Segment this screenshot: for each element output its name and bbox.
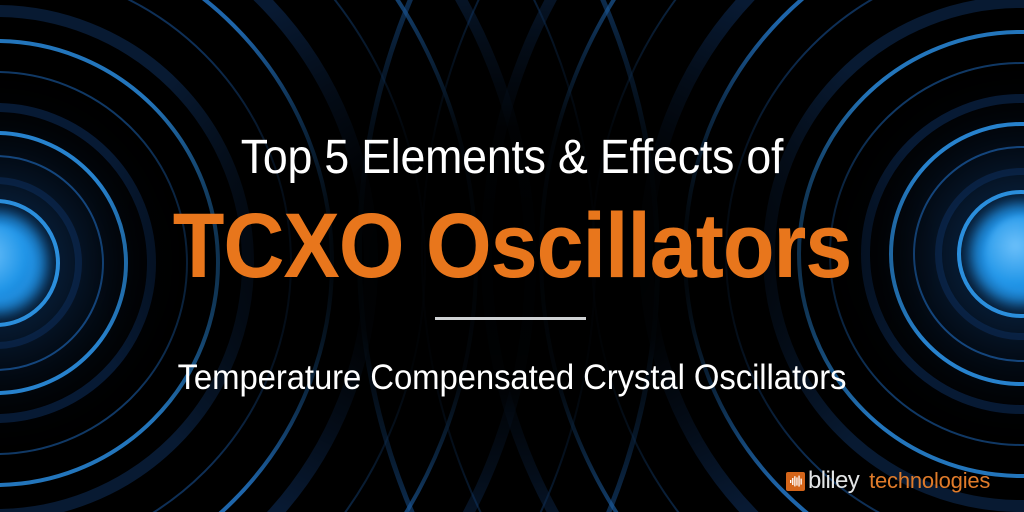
bliley-logo[interactable]: bliley technologies [786,468,990,494]
audio-waveform-icon [786,471,805,491]
hero-kicker: Top 5 Elements & Effects of [240,131,784,184]
logo-brand-text: bliley [808,467,860,494]
hero-subtitle: Temperature Compensated Crystal Oscillat… [177,358,847,397]
hero-headline: TCXO Oscillators [172,195,853,297]
logo-sub-text: technologies [869,468,991,493]
hero-divider [435,317,586,320]
